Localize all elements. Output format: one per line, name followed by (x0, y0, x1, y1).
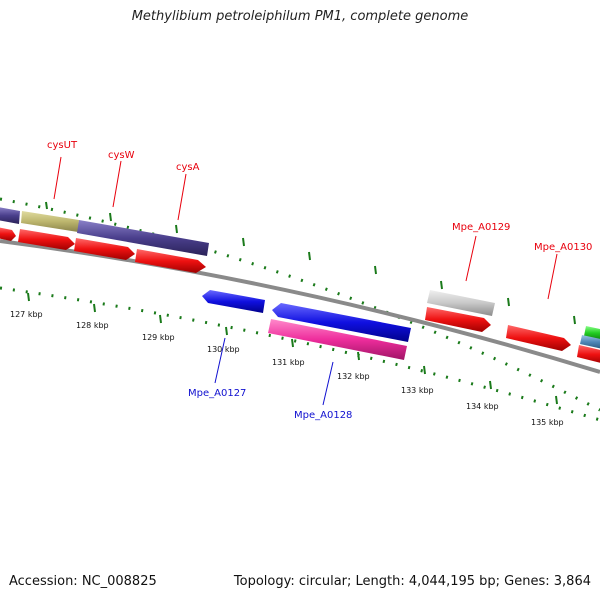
inner-major-ticks (27, 292, 558, 405)
gene-bar-purple-left (0, 207, 20, 224)
scale-label: 135 kbp (531, 418, 564, 427)
gene-label-mpe-a0128: Mpe_A0128 (294, 410, 352, 421)
scale-label: 134 kbp (466, 402, 499, 411)
outer-major-ticks (45, 201, 576, 325)
gene-bar-steel (580, 335, 600, 349)
cds-forward-track (0, 227, 600, 363)
gene-bar-mpe-a0128-pink (268, 319, 407, 360)
gene-bar-cysw-cysa (77, 220, 209, 256)
gene-label-cysut: cysUT (47, 140, 78, 151)
gene-arrow-mpe-a0127 (202, 290, 265, 313)
scale-label: 131 kbp (272, 358, 305, 367)
cds-arrow (577, 345, 600, 363)
label-leaders-reverse (214, 337, 334, 406)
scale-label: 129 kbp (142, 333, 175, 342)
gene-label-mpe-a0129: Mpe_A0129 (452, 222, 510, 233)
cds-arrow (506, 325, 571, 351)
gene-label-mpe-a0127: Mpe_A0127 (188, 388, 246, 399)
cds-arrow (425, 307, 491, 332)
genome-summary-text: Topology: circular; Length: 4,044,195 bp… (233, 574, 591, 589)
cds-arrow (0, 227, 16, 241)
accession-text: Accession: NC_008825 (9, 574, 157, 589)
scale-label: 130 kbp (207, 345, 240, 354)
gene-label-mpe-a0130: Mpe_A0130 (534, 242, 592, 253)
gene-bar-green (584, 326, 600, 340)
scale-label: 132 kbp (337, 372, 370, 381)
scale-label: 127 kbp (10, 310, 43, 319)
genome-backbone (0, 239, 600, 374)
label-leaders-forward (53, 156, 558, 300)
gene-bar-cysut (21, 211, 79, 232)
map-title: Methylibium petroleiphilum PM1, complete… (131, 9, 469, 24)
feature-track-upper (0, 207, 600, 349)
scale-label: 133 kbp (401, 386, 434, 395)
scale-label: 128 kbp (76, 321, 109, 330)
cds-arrow (74, 238, 135, 260)
cds-arrow (135, 249, 206, 273)
gene-bar-mpe-a0129 (427, 290, 495, 316)
gene-label-cysa: cysA (176, 162, 200, 173)
cds-arrow (18, 229, 75, 250)
gene-label-cysw: cysW (108, 150, 135, 161)
feature-track-reverse (202, 290, 411, 360)
gene-arrow-mpe-a0128 (272, 303, 411, 342)
